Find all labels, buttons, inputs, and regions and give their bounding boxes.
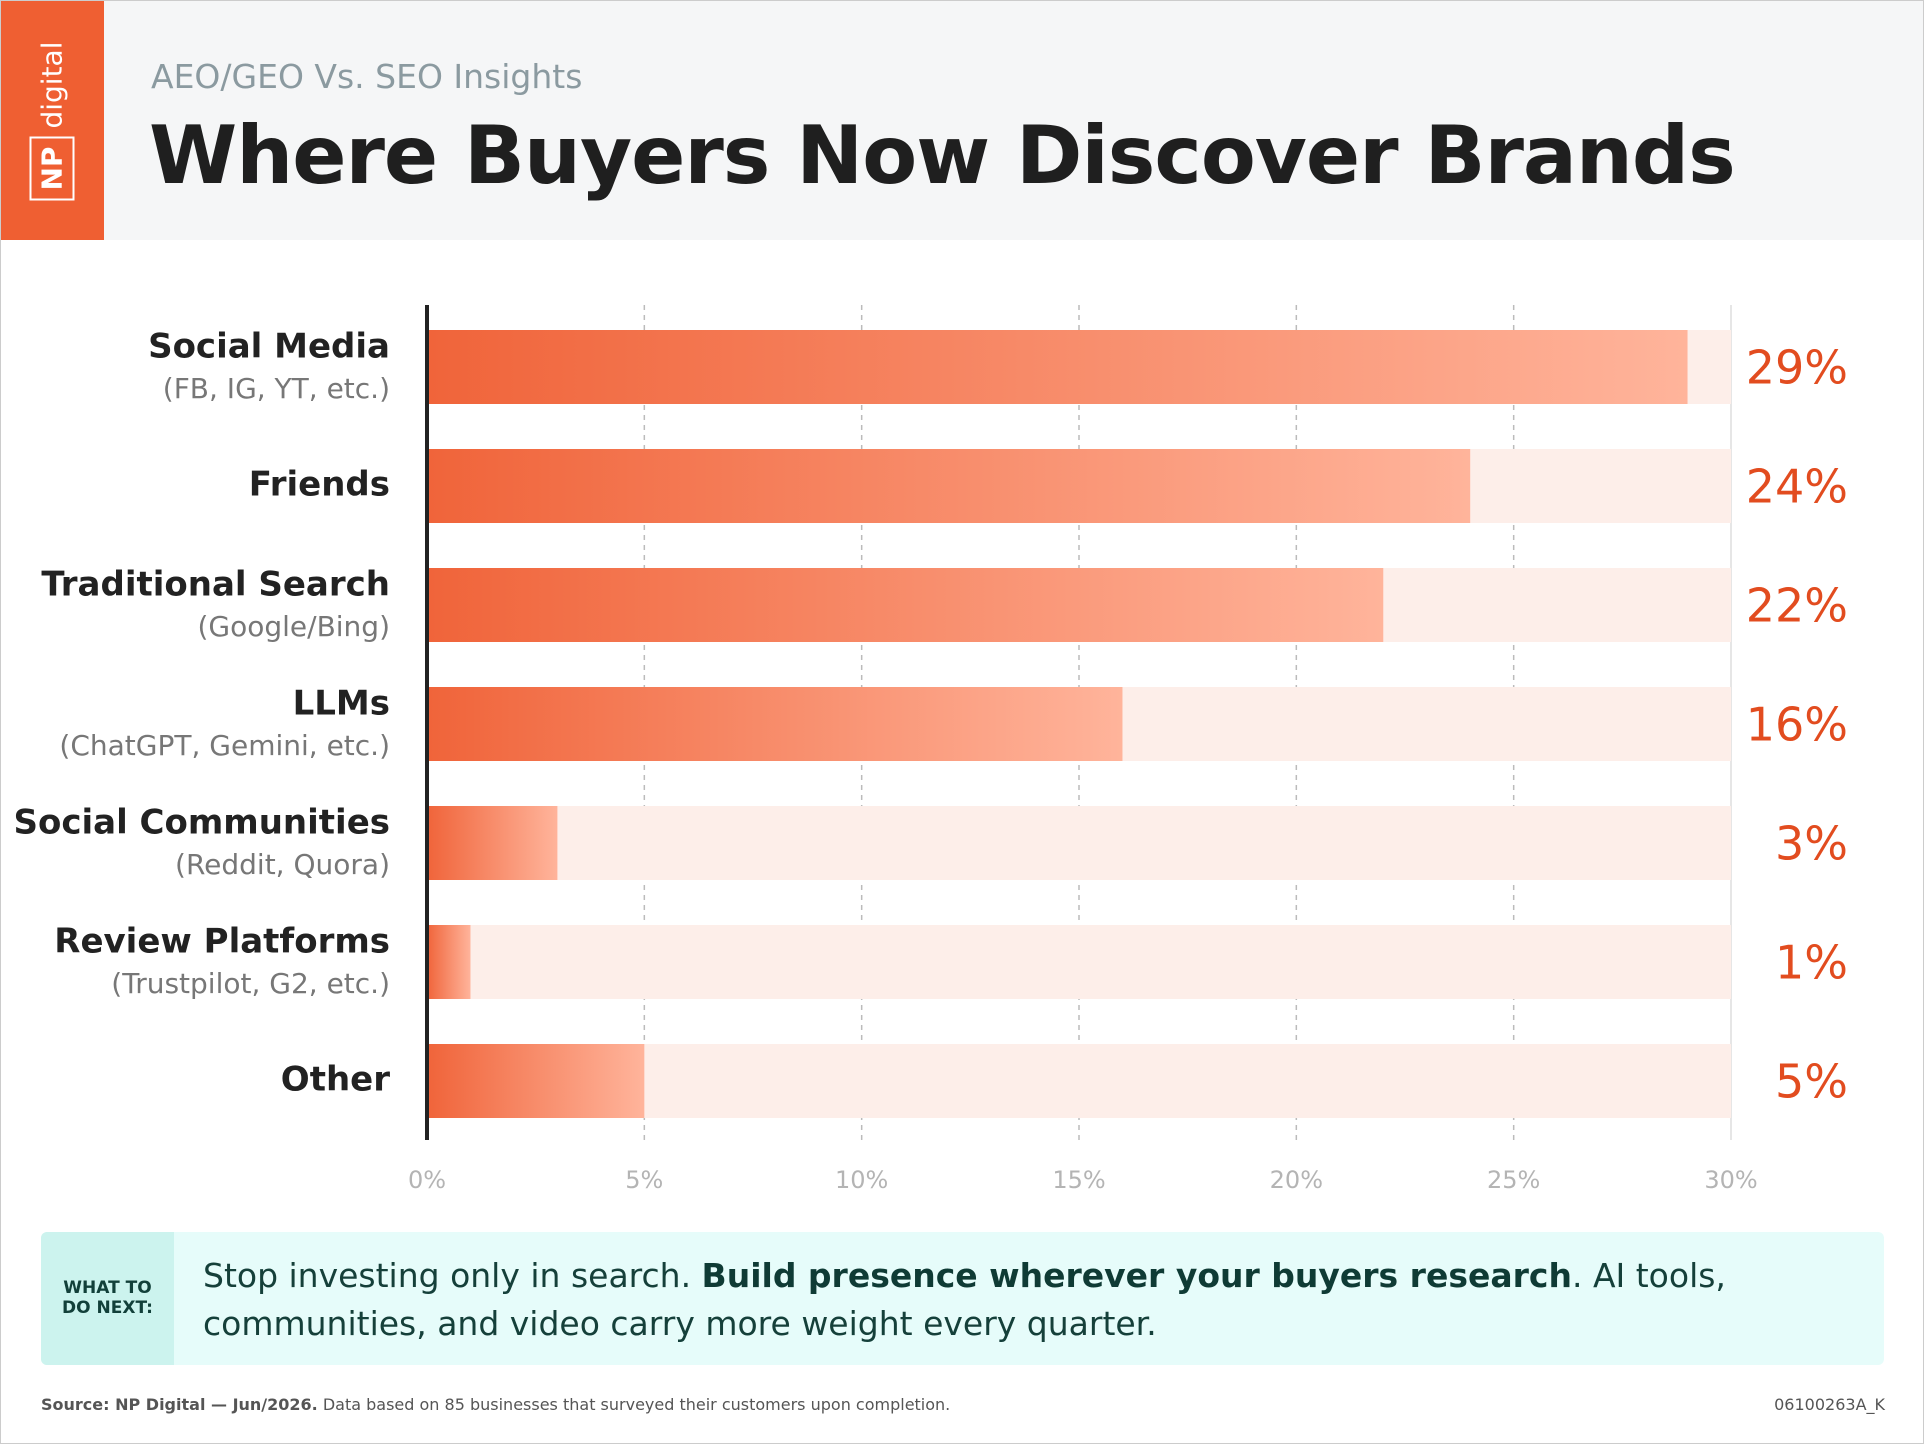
- bar: [427, 806, 558, 880]
- value-label: 24%: [1746, 460, 1848, 514]
- title: Where Buyers Now Discover Brands: [149, 109, 1736, 202]
- bar: [427, 330, 1688, 404]
- header: NP digital AEO/GEO Vs. SEO Insights Wher…: [1, 1, 1923, 240]
- value-label: 3%: [1775, 817, 1848, 871]
- bar: [427, 1044, 645, 1118]
- source: Source: NP Digital — Jun/2026.: [41, 1395, 318, 1414]
- category-label: LLMs: [293, 684, 390, 724]
- value-label: 1%: [1775, 936, 1848, 990]
- logo: NP digital: [1, 1, 104, 240]
- logo-text: NP digital: [29, 41, 75, 201]
- bar-track: [427, 806, 1731, 880]
- x-tick-label: 15%: [1052, 1166, 1105, 1194]
- value-label: 16%: [1746, 698, 1848, 752]
- callout: WHAT TO DO NEXT: Stop investing only in …: [41, 1232, 1884, 1365]
- bar: [427, 568, 1384, 642]
- category-note: (FB, IG, YT, etc.): [163, 372, 390, 405]
- chart: 0% 5% 10% 15% 20% 25% 30% Social Media (FB, IG, …: [13, 305, 1848, 1194]
- category-label: Other: [281, 1060, 390, 1100]
- logo-mark: NP: [29, 136, 75, 201]
- category-label: Traditional Search: [41, 565, 390, 605]
- x-tick-label: 5%: [625, 1166, 663, 1194]
- category-label: Social Communities: [13, 803, 390, 843]
- callout-bold: Build presence wherever your buyers rese…: [701, 1256, 1572, 1295]
- value-label: 29%: [1746, 341, 1848, 395]
- value-label: 5%: [1775, 1055, 1848, 1109]
- x-tick-label: 30%: [1704, 1166, 1757, 1194]
- callout-text: Stop investing only in search. Build pre…: [203, 1252, 1853, 1348]
- x-tick-label: 0%: [408, 1166, 446, 1194]
- category-note: (Trustpilot, G2, etc.): [111, 967, 390, 1000]
- code: 06100263A_K: [1774, 1395, 1885, 1414]
- logo-word: digital: [35, 41, 69, 129]
- callout-end: . AI tools, communities, and video carry…: [203, 1256, 1726, 1343]
- subtitle: AEO/GEO Vs. SEO Insights: [151, 57, 583, 96]
- bar: [427, 449, 1471, 523]
- x-tick-label: 20%: [1270, 1166, 1323, 1194]
- category-label: Social Media: [148, 327, 390, 367]
- category-note: (ChatGPT, Gemini, etc.): [59, 729, 390, 762]
- footer: Source: NP Digital — Jun/2026. Data base…: [41, 1395, 950, 1414]
- category-label: Friends: [249, 465, 390, 505]
- value-label: 22%: [1746, 579, 1848, 633]
- callout-start: Stop investing only in search.: [203, 1256, 702, 1295]
- category-label: Review Platforms: [54, 922, 390, 962]
- x-tick-label: 25%: [1487, 1166, 1540, 1194]
- category-note: (Reddit, Quora): [175, 848, 390, 881]
- bar: [427, 925, 471, 999]
- bar: [427, 687, 1123, 761]
- bar-track: [427, 925, 1731, 999]
- callout-tag: WHAT TO DO NEXT:: [41, 1232, 174, 1365]
- category-note: (Google/Bing): [197, 610, 390, 643]
- source-note: Data based on 85 businesses that surveye…: [317, 1395, 951, 1414]
- x-tick-label: 10%: [835, 1166, 888, 1194]
